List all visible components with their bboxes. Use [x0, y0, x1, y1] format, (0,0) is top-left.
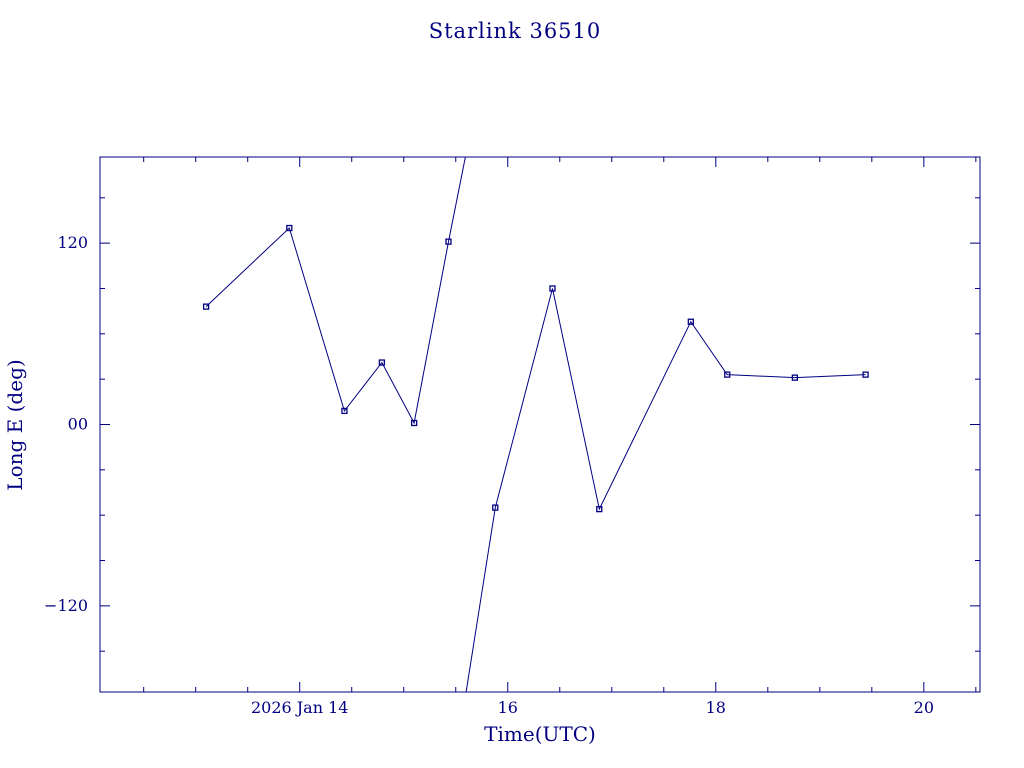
data-line — [465, 288, 866, 692]
plot-frame — [99, 156, 981, 693]
data-point-marker — [724, 371, 731, 378]
data-point-marker — [445, 238, 452, 245]
data-point-marker — [341, 407, 348, 415]
data-point-marker — [378, 359, 386, 366]
data-point-marker — [492, 504, 499, 511]
data-point-marker — [596, 505, 603, 513]
data-point-marker — [410, 419, 418, 427]
x-axis-label: Time(UTC) — [484, 722, 596, 746]
data-point-marker — [202, 303, 210, 310]
data-line — [205, 157, 466, 425]
y-tick-label: −120 — [44, 596, 88, 615]
y-axis-label: Long E (deg) — [3, 359, 27, 490]
x-tick-label: 2026 Jan 14 — [251, 698, 349, 717]
chart-title: Starlink 36510 — [429, 19, 602, 43]
data-point-marker — [791, 374, 798, 381]
x-tick-label: 20 — [914, 698, 934, 717]
x-tick-label: 18 — [706, 698, 726, 717]
data-point-marker — [862, 371, 869, 378]
data-point-marker — [549, 285, 556, 292]
data-series — [202, 157, 869, 692]
x-tick-label: 16 — [498, 698, 518, 717]
y-tick-label: 120 — [57, 233, 88, 252]
y-tick-label: 00 — [68, 415, 88, 434]
data-point-marker — [687, 318, 694, 325]
data-point-marker — [286, 224, 293, 232]
